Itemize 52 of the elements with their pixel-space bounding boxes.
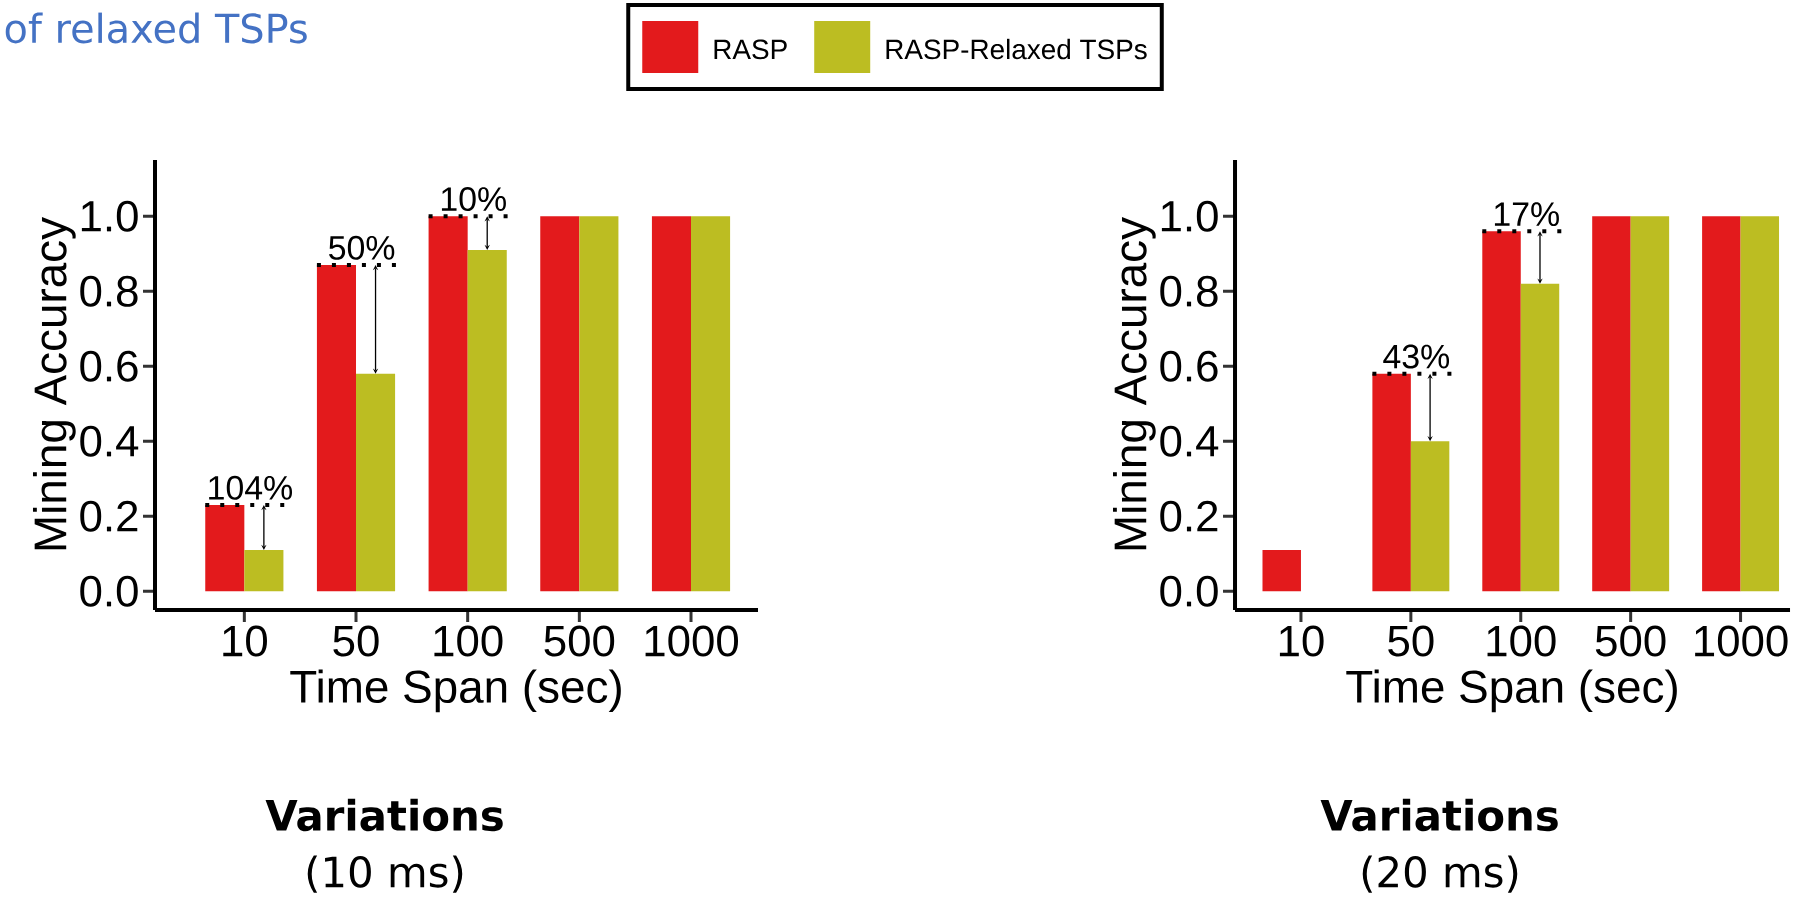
- y-tick-label: 0.0: [80, 575, 138, 607]
- y-tick-label: 1.0: [1161, 200, 1218, 232]
- bar: [1630, 216, 1670, 592]
- x-tick-label: 500: [1595, 625, 1666, 657]
- x-tick-label: 1000: [645, 625, 739, 657]
- x-axis-title: Time Span (sec): [290, 669, 621, 713]
- text: Variations: [265, 798, 503, 832]
- annotation: 50%: [329, 235, 395, 260]
- y-axis-title: Mining Accuracy: [32, 217, 76, 550]
- x-tick-label: 100: [1487, 625, 1556, 657]
- x-tick-label: 50: [333, 625, 379, 657]
- y-tick-label: 0.0: [1160, 575, 1218, 607]
- bar: [691, 216, 731, 592]
- x-tick-label: 100: [434, 625, 503, 657]
- bar: [467, 250, 507, 592]
- legend-label: RASP-Relaxed TSPs: [886, 38, 1147, 60]
- text: (10 ms): [307, 855, 463, 893]
- annotation: 104%: [209, 475, 293, 500]
- legend-label: RASP: [714, 39, 787, 60]
- bar: [1262, 550, 1301, 592]
- bar: [579, 216, 619, 592]
- bar: [1592, 216, 1631, 592]
- y-tick-label: 0.2: [1160, 500, 1218, 532]
- y-tick-label: 0.4: [1160, 425, 1219, 457]
- bar: [540, 216, 580, 592]
- x-tick-label: 10: [223, 625, 267, 657]
- y-tick-label: 0.2: [80, 500, 138, 532]
- bar: [651, 216, 691, 592]
- bar: [356, 373, 396, 592]
- text: of relaxed TSPs: [5, 12, 307, 44]
- bar: [1740, 216, 1780, 592]
- y-tick-label: 0.8: [80, 275, 138, 307]
- annotation: 43%: [1383, 344, 1450, 369]
- text: (20 ms): [1362, 855, 1518, 893]
- bar: [244, 550, 284, 592]
- y-axis-title: Mining Accuracy: [1113, 217, 1156, 550]
- bar: [1520, 283, 1560, 592]
- x-tick-label: 10: [1279, 625, 1324, 657]
- x-axis-title: Time Span (sec): [1346, 669, 1677, 713]
- y-tick-label: 0.4: [80, 425, 139, 457]
- x-tick-label: 50: [1388, 625, 1434, 657]
- text: Variations: [1320, 798, 1558, 832]
- bar: [1410, 441, 1450, 592]
- annotation: 17%: [1494, 202, 1559, 227]
- y-tick-label: 0.6: [1160, 350, 1218, 382]
- y-tick-label: 1.0: [81, 200, 138, 232]
- y-tick-label: 0.6: [80, 350, 138, 382]
- bar: [1702, 216, 1741, 592]
- x-tick-label: 1000: [1695, 625, 1788, 657]
- annotation: 10%: [441, 187, 506, 212]
- x-tick-label: 500: [544, 625, 615, 657]
- y-tick-label: 0.8: [1160, 275, 1218, 307]
